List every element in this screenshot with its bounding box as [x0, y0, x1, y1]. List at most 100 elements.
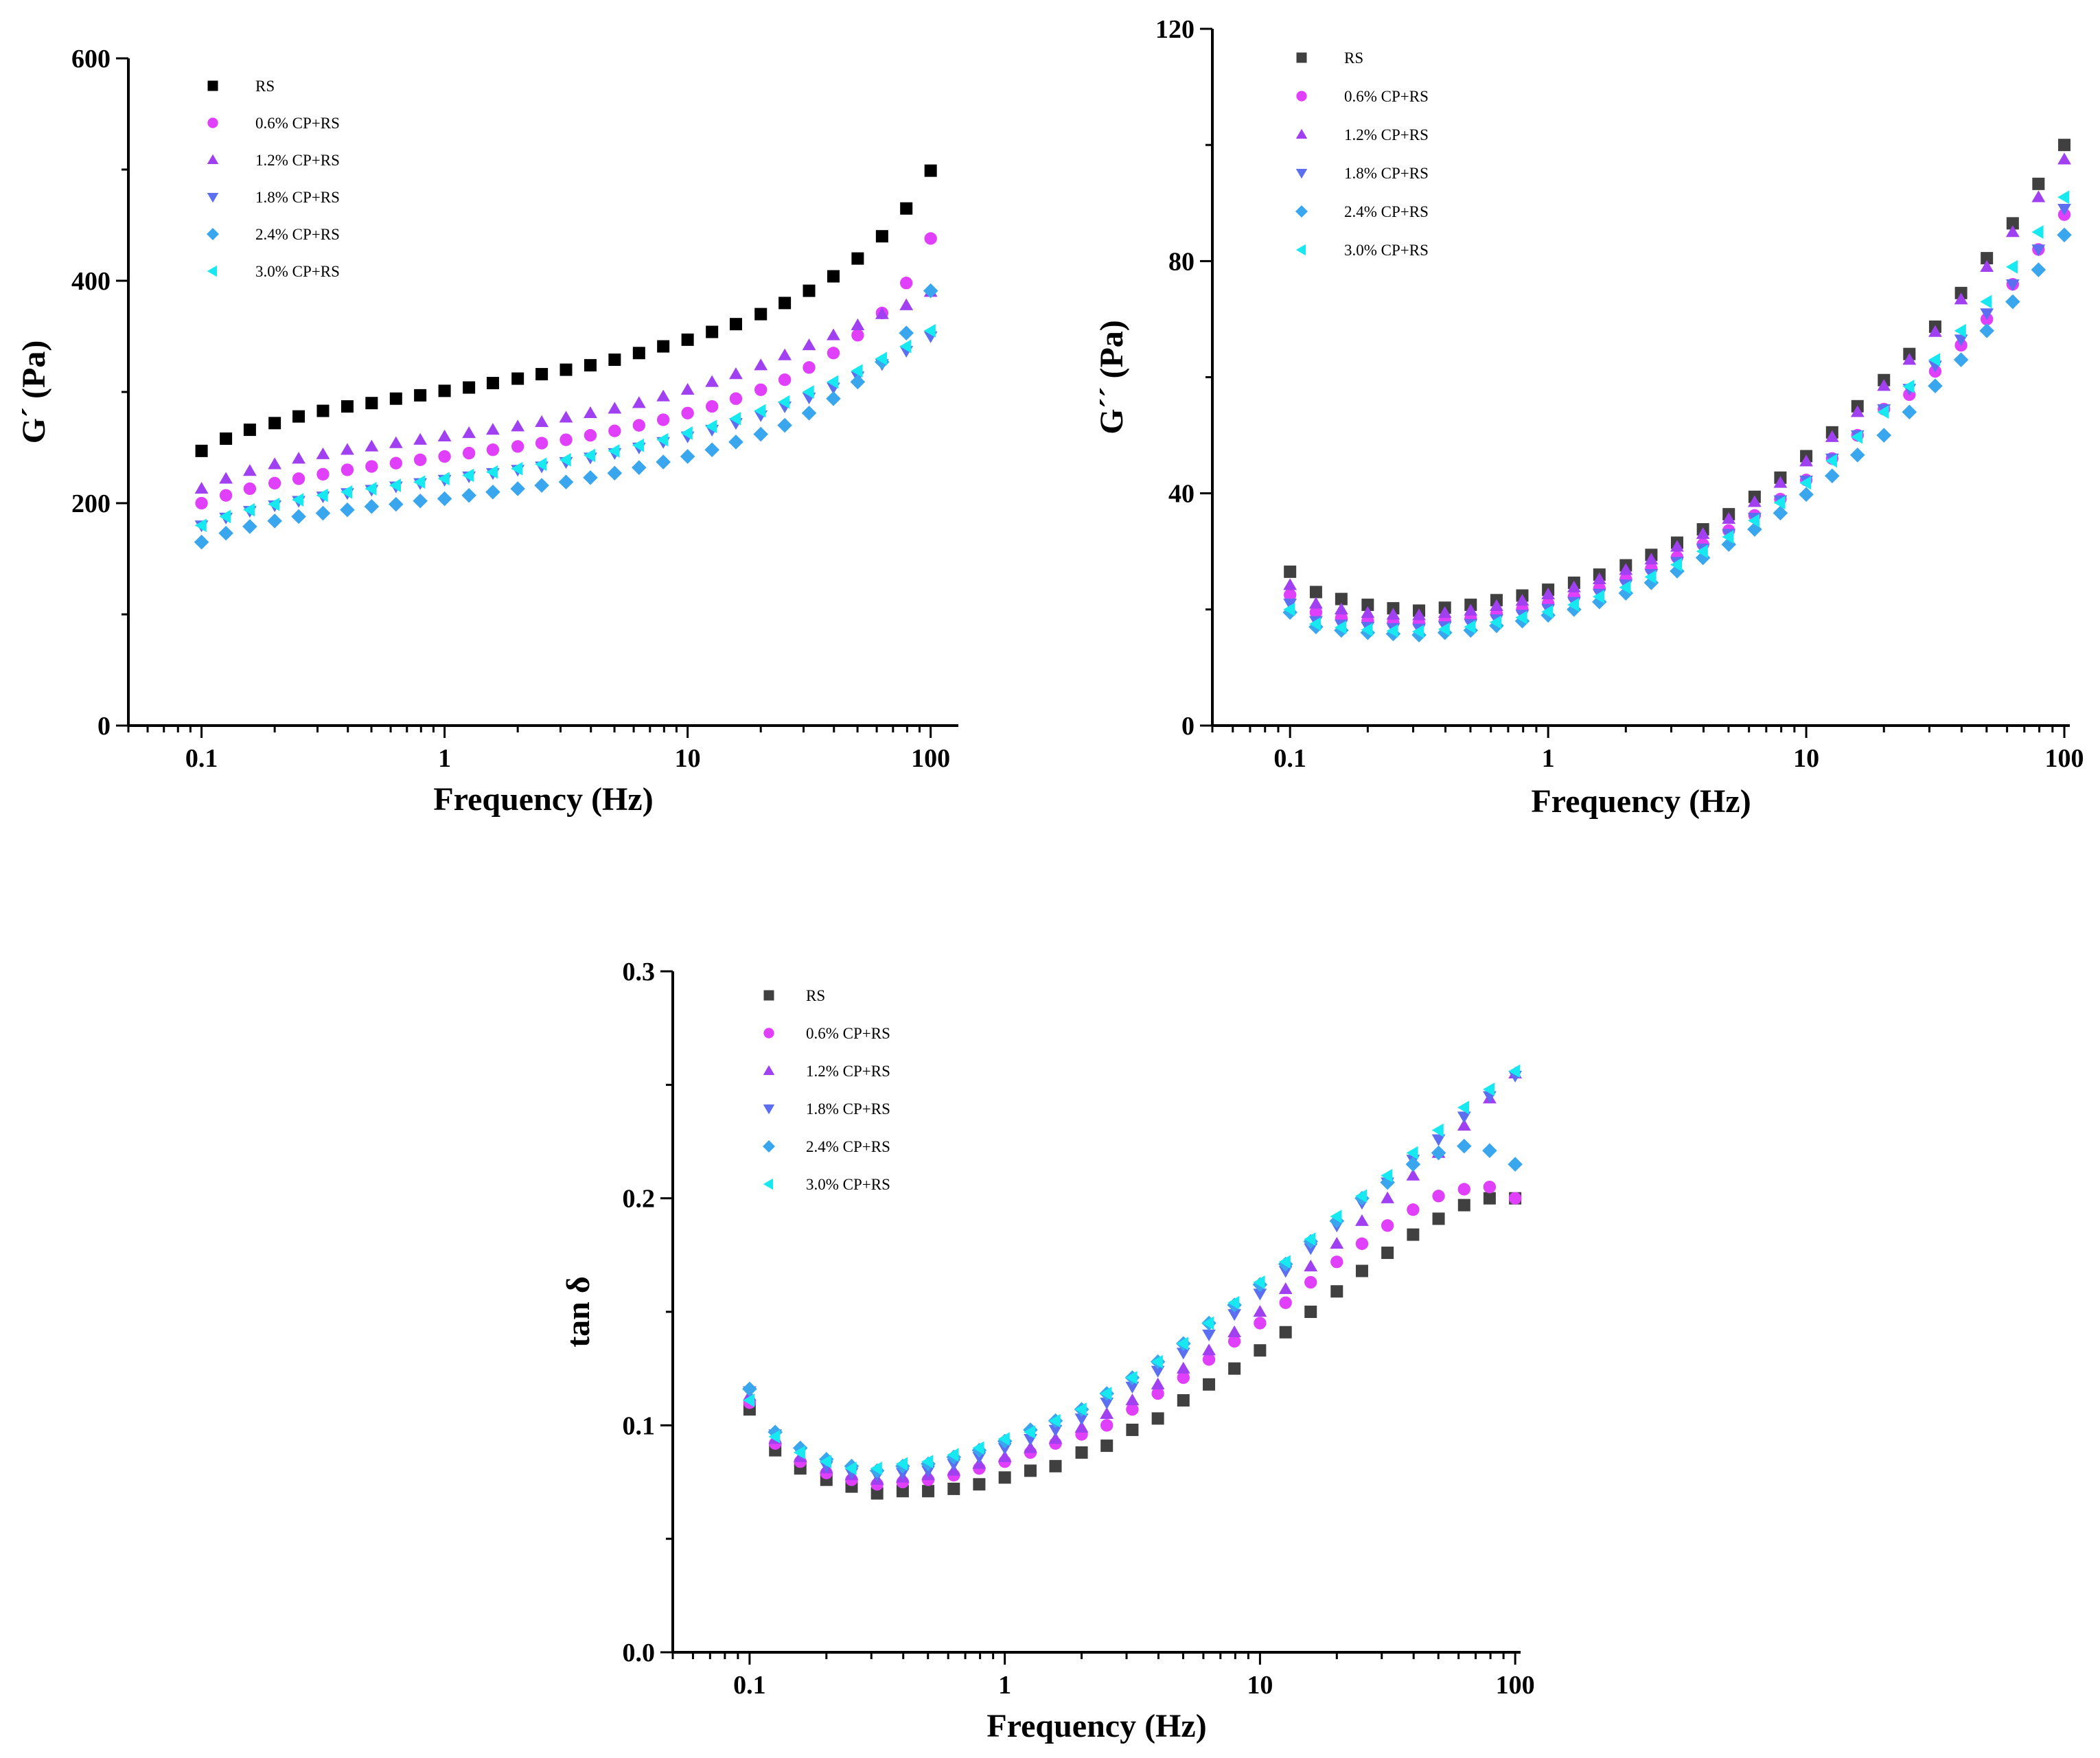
- data-point: [923, 324, 936, 338]
- y-tick-label: 400: [71, 267, 111, 296]
- data-point: [803, 284, 816, 297]
- data-point: [1355, 1189, 1368, 1203]
- legend-marker: [1295, 128, 1308, 139]
- legend-marker: [1295, 169, 1308, 179]
- data-point: [632, 396, 646, 408]
- data-point: [1432, 1190, 1445, 1203]
- data-point: [743, 1393, 755, 1407]
- data-point: [1151, 1412, 1164, 1425]
- data-point: [1902, 380, 1915, 393]
- data-point: [1126, 1403, 1139, 1416]
- data-point: [2031, 244, 2046, 257]
- data-point: [1644, 553, 1659, 565]
- data-point: [1456, 1138, 1472, 1154]
- legend-label: RS: [255, 78, 275, 95]
- data-point: [819, 1455, 832, 1469]
- data-point: [1227, 1325, 1242, 1337]
- data-point: [850, 374, 866, 390]
- data-point: [792, 1440, 808, 1456]
- data-point: [1253, 1288, 1267, 1301]
- data-point: [1361, 599, 1374, 612]
- data-point: [922, 1485, 935, 1498]
- data-point: [656, 432, 669, 447]
- data-point: [218, 525, 233, 541]
- data-point: [1457, 1199, 1470, 1212]
- data-point: [1619, 580, 1631, 594]
- y-tick-label: 0.3: [623, 958, 656, 986]
- data-point: [365, 397, 378, 410]
- data-point: [1100, 1419, 1114, 1432]
- data-point: [438, 450, 451, 463]
- data-point: [341, 443, 354, 455]
- data-point: [461, 487, 476, 503]
- data-point: [632, 419, 646, 432]
- data-point: [2005, 279, 2020, 292]
- x-tick-label: 10: [1247, 1671, 1273, 1700]
- data-point: [1151, 1377, 1165, 1390]
- data-point: [1954, 323, 1966, 338]
- data-point: [947, 1459, 961, 1471]
- data-point: [608, 443, 620, 458]
- data-point: [437, 491, 452, 507]
- legend-label: 1.8% CP+RS: [806, 1100, 890, 1118]
- data-point: [1567, 598, 1580, 612]
- data-point: [1202, 1343, 1216, 1356]
- data-point: [681, 406, 694, 419]
- data-point: [1748, 495, 1762, 507]
- chart-g-double-prime: 0.1 1 10 100 0 40 80 120 Frequency (Hz) G´´ (Pa) R…: [1094, 15, 2084, 820]
- data-point: [1457, 1100, 1469, 1115]
- data-point: [194, 482, 209, 494]
- data-point: [1928, 378, 1943, 393]
- data-point: [1361, 623, 1373, 637]
- data-point: [194, 534, 209, 550]
- legend-label: 0.6% CP+RS: [1344, 88, 1429, 105]
- legend-marker: [207, 265, 217, 277]
- data-point: [1490, 615, 1502, 629]
- data-point: [1304, 1306, 1317, 1318]
- legend-marker: [763, 990, 774, 1001]
- data-point: [1696, 544, 1708, 559]
- y-tick-label: 80: [1168, 247, 1195, 276]
- data-point: [268, 476, 281, 490]
- data-point: [753, 426, 769, 442]
- data-point: [559, 433, 573, 446]
- legend-label: 1.2% CP+RS: [1344, 126, 1429, 143]
- data-point: [1202, 1329, 1216, 1341]
- data-point: [535, 415, 549, 427]
- data-point: [268, 497, 280, 511]
- data-point: [1412, 608, 1426, 621]
- data-point: [486, 443, 500, 456]
- series-5: [194, 324, 936, 533]
- data-point: [705, 400, 719, 413]
- data-point: [754, 358, 768, 371]
- data-point: [292, 410, 305, 423]
- data-point: [2057, 152, 2071, 165]
- legend-label: 3.0% CP+RS: [1344, 242, 1429, 259]
- data-point: [657, 340, 670, 353]
- data-point: [437, 429, 452, 441]
- data-point: [534, 478, 549, 493]
- data-point: [511, 461, 523, 476]
- data-point: [1203, 1378, 1216, 1391]
- legend-marker: [207, 117, 218, 128]
- data-point: [462, 468, 474, 483]
- data-point: [1619, 563, 1633, 575]
- data-point: [1253, 1305, 1267, 1317]
- data-point: [681, 333, 694, 346]
- data-point: [1361, 606, 1375, 618]
- data-point: [1309, 617, 1322, 631]
- data-point: [1773, 476, 1788, 488]
- data-point: [559, 410, 573, 423]
- data-point: [1482, 1083, 1495, 1096]
- data-point: [1799, 454, 1813, 467]
- data-point: [2032, 177, 2045, 190]
- data-point: [1355, 1264, 1368, 1277]
- legend-label: RS: [1344, 49, 1363, 67]
- data-point: [316, 447, 330, 459]
- data-point: [802, 338, 816, 351]
- data-point: [1151, 1365, 1165, 1378]
- legend-marker: [207, 228, 219, 240]
- data-point: [220, 432, 233, 446]
- data-point: [2005, 225, 2020, 238]
- data-point: [1227, 1295, 1240, 1310]
